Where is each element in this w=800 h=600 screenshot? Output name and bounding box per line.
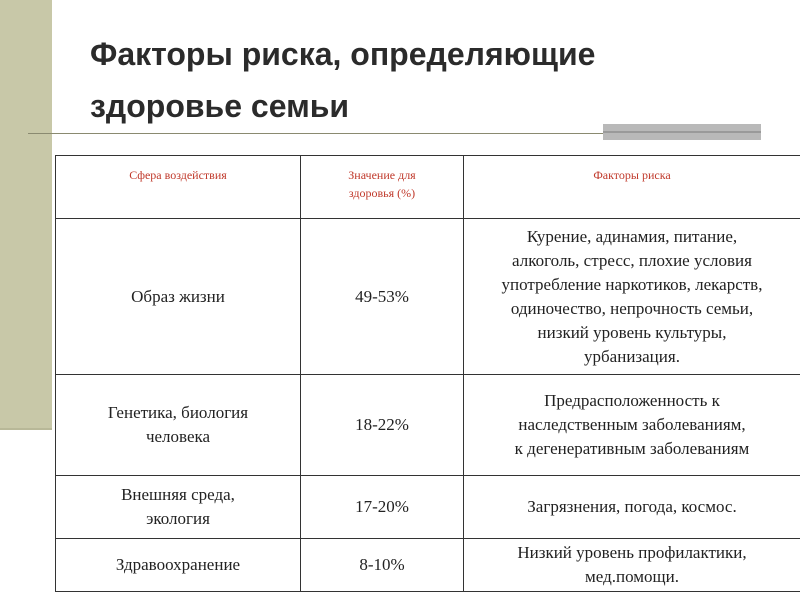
header-sphere: Сфера воздействия <box>55 155 301 219</box>
cell-sphere: Образ жизни <box>55 218 301 375</box>
cell-sphere: Внешняя среда, экология <box>55 475 301 539</box>
cell-factors: Курение, адинамия, питание, алкоголь, ст… <box>463 218 800 375</box>
header-factors: Факторы риска <box>463 155 800 219</box>
table-row: Образ жизни 49-53% Курение, адинамия, пи… <box>55 218 800 375</box>
cell-sphere: Генетика, биология человека <box>55 374 301 476</box>
cell-factors: Загрязнения, погода, космос. <box>463 475 800 539</box>
title-divider-line <box>28 133 603 134</box>
table-row: Внешняя среда, экология 17-20% Загрязнен… <box>55 475 800 539</box>
cell-sphere: Здравоохранение <box>55 538 301 592</box>
cell-factors: Низкий уровень профилактики, мед.помощи. <box>463 538 800 592</box>
cell-value: 17-20% <box>300 475 464 539</box>
table-row: Здравоохранение 8-10% Низкий уровень про… <box>55 538 800 592</box>
table-header-row: Сфера воздействия Значение для здоровья … <box>55 155 800 219</box>
risk-factors-table: Сфера воздействия Значение для здоровья … <box>55 155 800 592</box>
cell-value: 18-22% <box>300 374 464 476</box>
title-accent-bar <box>603 124 761 140</box>
cell-value: 8-10% <box>300 538 464 592</box>
cell-value: 49-53% <box>300 218 464 375</box>
slide-title: Факторы риска, определяющие здоровье сем… <box>90 28 770 132</box>
slide-title-text: Факторы риска, определяющие здоровье сем… <box>90 36 596 124</box>
cell-factors: Предрасположенность к наследственным заб… <box>463 374 800 476</box>
header-value: Значение для здоровья (%) <box>300 155 464 219</box>
table-row: Генетика, биология человека 18-22% Предр… <box>55 374 800 476</box>
left-decorative-band <box>0 0 52 428</box>
left-band-underline <box>0 428 52 430</box>
